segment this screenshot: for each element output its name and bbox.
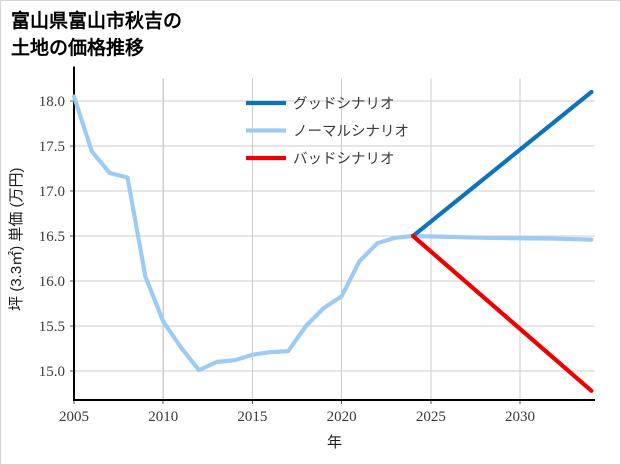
y-tick-label: 17.5 [39,139,65,155]
x-axis-title: 年 [327,434,342,451]
x-tick-label: 2025 [416,409,446,425]
legend-label-bad: バッドシナリオ [293,152,395,168]
legend-label-good: グッドシナリオ [293,96,395,113]
y-tick-label: 15.5 [39,319,65,335]
y-tick-label: 18.0 [39,94,65,110]
y-tick-labels-group: 15.0 15.5 16.0 16.5 17.0 17.5 18.0 [39,94,65,380]
legend-group: グッドシナリオノーマルシナリオバッドシナリオ [246,96,409,168]
x-tick-label: 2020 [327,409,357,425]
plot-area: 2005 2010 2015 2020 2025 2030 15.0 15.5 16.0 16.… [1,1,621,465]
x-tick-label: 2015 [237,409,267,425]
x-tick-label: 2005 [59,409,89,425]
y-tick-label: 17.0 [39,184,65,200]
y-tick-label: 16.0 [39,274,65,290]
chart-figure: 富山県富山市秋吉の 土地の価格推移 2005201020152020202520… [0,0,621,465]
legend-label-normal: ノーマルシナリオ [293,124,409,140]
x-tick-labels-group: 2005 2010 2015 2020 2025 2030 [59,409,535,425]
series-line-bad [413,236,591,391]
spines-group [73,67,595,400]
x-tick-label: 2030 [505,409,535,425]
y-axis-title: 坪 (3.3㎡) 単価 (万円) [8,167,25,310]
series-line-good [413,92,591,236]
x-tick-label: 2010 [148,409,178,425]
y-tick-label: 15.0 [39,364,65,380]
y-tick-label: 16.5 [39,229,65,245]
